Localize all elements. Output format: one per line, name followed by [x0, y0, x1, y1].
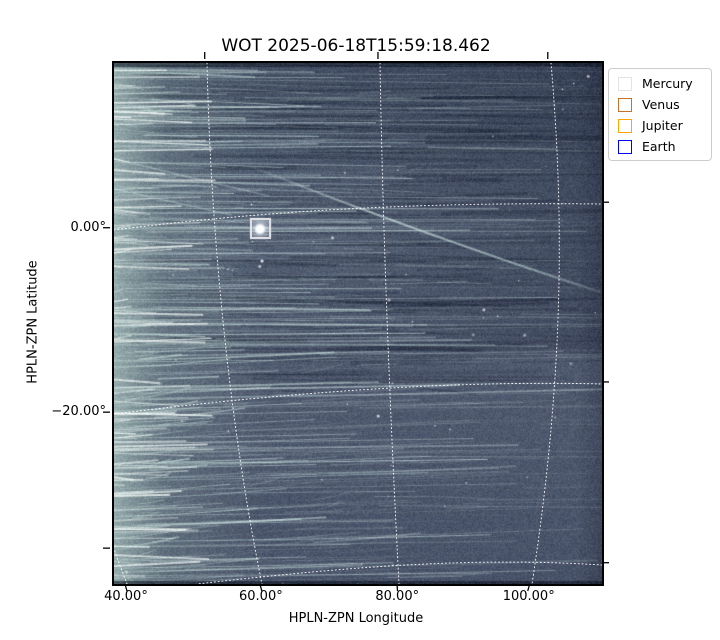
- mercury-dot: [254, 222, 267, 235]
- graticule-gridlines: [114, 63, 602, 584]
- legend-swatch: [618, 140, 632, 154]
- x-tick-label: 80.00°: [375, 589, 420, 604]
- gridline-meridian-100: [531, 63, 560, 584]
- gridline-meridian-60: [206, 63, 263, 584]
- legend-item-jupiter: Jupiter: [618, 119, 702, 133]
- legend-label: Mercury: [642, 76, 693, 91]
- gridline-meridian-40: [114, 548, 128, 584]
- gridline-parallel-minus40: [196, 561, 602, 584]
- legend-label: Venus: [642, 97, 680, 112]
- y-tick-label: 0.00°: [70, 219, 106, 235]
- legend-item-earth: Earth: [618, 140, 702, 154]
- x-tick-label: 100.00°: [502, 589, 555, 604]
- gridline-parallel-0: [114, 203, 602, 231]
- x-tick-label: 60.00°: [239, 589, 283, 604]
- y-tick-label: −20.00°: [51, 404, 106, 420]
- gridline-meridian-80: [379, 63, 400, 584]
- legend: Mercury Venus Jupiter Earth: [608, 68, 712, 161]
- legend-label: Earth: [642, 139, 676, 154]
- x-tick-label: 40.00°: [104, 589, 148, 604]
- legend-swatch: [618, 98, 632, 112]
- mercury-marker: [249, 218, 271, 240]
- legend-item-venus: Venus: [618, 98, 702, 112]
- legend-label: Jupiter: [642, 118, 683, 133]
- y-axis-label: HPLN-ZPN Latitude: [25, 260, 41, 384]
- gridline-parallel-minus20: [114, 382, 602, 415]
- plot-title: WOT 2025-06-18T15:59:18.462: [221, 36, 491, 56]
- legend-swatch: [618, 77, 632, 91]
- legend-swatch: [618, 119, 632, 133]
- plot-area: [112, 61, 604, 586]
- legend-item-mercury: Mercury: [618, 77, 702, 91]
- x-axis-label: HPLN-ZPN Longitude: [288, 611, 424, 626]
- sky-image-canvas: [114, 63, 602, 584]
